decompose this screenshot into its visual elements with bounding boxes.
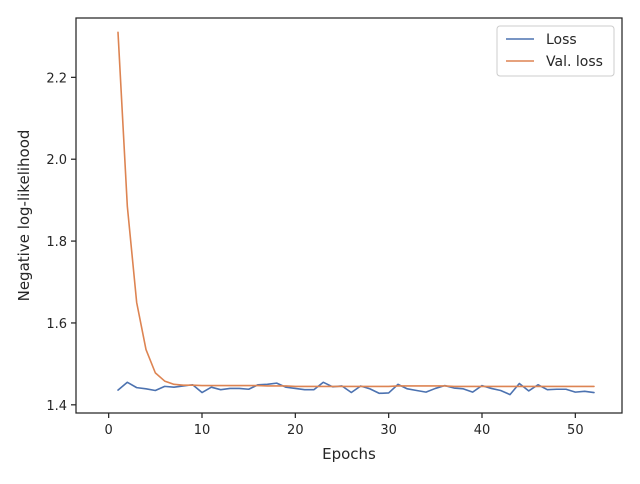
y-tick-label: 1.8 [46, 235, 67, 250]
ticks-layer: 0 10 20 30 40 50 1.4 1.6 1.8 2.0 2.2 [46, 71, 583, 438]
y-tick-label: 2.2 [46, 71, 67, 86]
legend: Loss Val. loss [496, 25, 615, 77]
x-tick-label: 20 [287, 423, 304, 438]
y-axis-label: Negative log-likelihood [15, 130, 33, 302]
series-layer [117, 31, 595, 396]
x-tick-label: 30 [380, 423, 397, 438]
x-tick-label: 40 [474, 423, 491, 438]
x-tick-label: 10 [194, 423, 211, 438]
legend-label-loss: Loss [546, 32, 577, 48]
legend-label-val-loss: Val. loss [546, 54, 603, 70]
y-tick-label: 1.4 [46, 399, 67, 414]
x-axis-label: Epochs [322, 445, 376, 463]
plot-frame [75, 17, 623, 414]
y-tick-label: 2.0 [46, 153, 67, 168]
series-line-loss [117, 381, 595, 396]
x-tick-label: 50 [567, 423, 584, 438]
x-tick-label: 0 [105, 423, 113, 438]
y-tick-label: 1.6 [46, 317, 67, 332]
series-line-val-loss [117, 31, 595, 388]
